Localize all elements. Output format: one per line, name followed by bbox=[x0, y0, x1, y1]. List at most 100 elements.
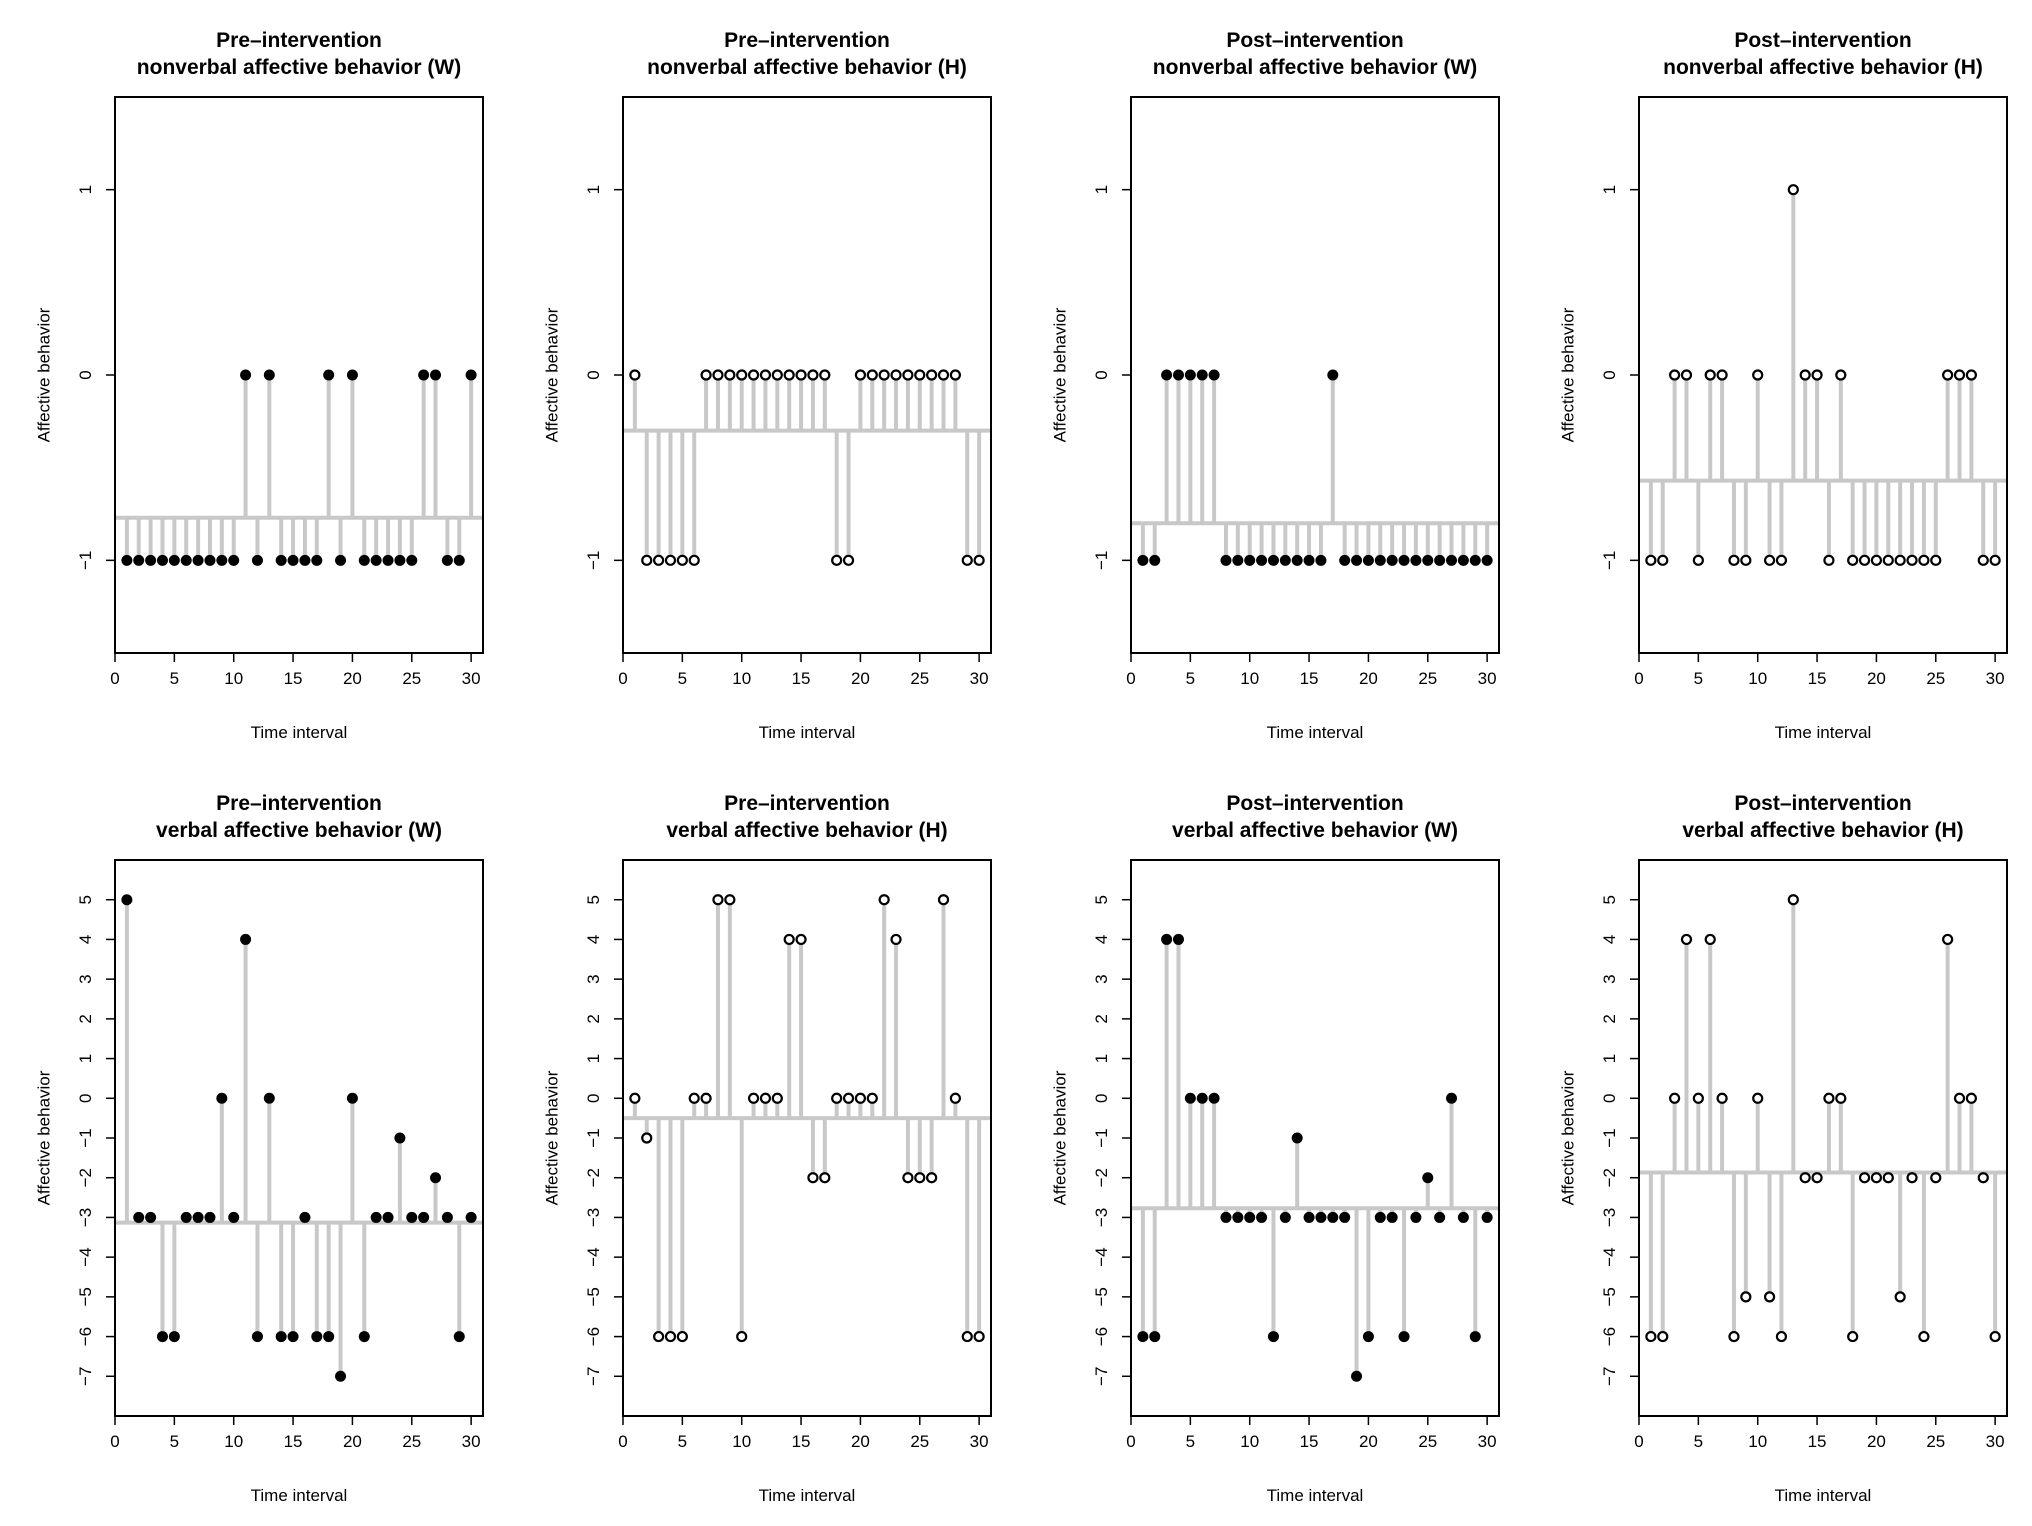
data-point-19 bbox=[335, 554, 347, 566]
chart-title-line-1: Pre–intervention bbox=[216, 29, 382, 52]
stems bbox=[1140, 939, 1490, 1377]
y-tick-label: 3 bbox=[76, 974, 95, 983]
y-tick-label: 0 bbox=[584, 1094, 603, 1103]
data-point-29 bbox=[1977, 1172, 1989, 1184]
data-point-27 bbox=[430, 1172, 442, 1184]
x-tick-label: 20 bbox=[343, 669, 362, 688]
data-point-20 bbox=[854, 1092, 867, 1104]
data-point-2 bbox=[1657, 1330, 1669, 1343]
data-point-18 bbox=[1339, 554, 1351, 566]
data-point-9 bbox=[216, 554, 228, 566]
x-axis-label: Time interval bbox=[251, 723, 348, 742]
chart-title-line-2: nonverbal affective behavior (H) bbox=[647, 56, 967, 79]
y-tick-label: 1 bbox=[1600, 1054, 1619, 1063]
data-point-28 bbox=[441, 554, 453, 566]
x-tick-label: 15 bbox=[1300, 1432, 1319, 1451]
data-point-23 bbox=[1398, 554, 1410, 566]
x-axis: 0 5 10 15 20 25 30 bbox=[1126, 1416, 1497, 1451]
x-tick-label: 25 bbox=[1418, 1432, 1437, 1451]
chart-panel-8: Post–intervention verbal affective behavi… bbox=[1558, 792, 2008, 1505]
x-axis: 0 5 10 15 20 25 30 bbox=[110, 653, 481, 688]
data-point-20 bbox=[1870, 1172, 1883, 1184]
data-point-1 bbox=[121, 554, 133, 566]
data-point-7 bbox=[1208, 369, 1220, 381]
y-tick-label: −7 bbox=[1092, 1367, 1111, 1386]
y-tick-label: 5 bbox=[1092, 895, 1111, 904]
data-point-8 bbox=[712, 369, 724, 381]
y-tick-label: 1 bbox=[584, 1054, 603, 1063]
data-point-17 bbox=[1327, 1211, 1339, 1223]
data-point-26 bbox=[1942, 933, 1954, 946]
x-tick-label: 5 bbox=[1186, 1432, 1195, 1451]
x-tick-label: 15 bbox=[1808, 1432, 1827, 1451]
data-point-12 bbox=[1267, 554, 1279, 566]
chart-panel-2: Pre–intervention nonverbal affective beha… bbox=[542, 29, 992, 742]
data-point-29 bbox=[453, 554, 465, 566]
data-point-17 bbox=[311, 1331, 323, 1343]
data-point-19 bbox=[1351, 1370, 1363, 1382]
data-point-16 bbox=[807, 369, 819, 381]
y-tick-label: −1 bbox=[584, 551, 603, 570]
y-tick-label: −2 bbox=[76, 1168, 95, 1187]
y-axis: −7 −6 −5 −4 −3 −2 −1 0 1 2 3 4 5 bbox=[1092, 895, 1131, 1386]
data-point-13 bbox=[1787, 894, 1799, 906]
data-point-7 bbox=[1716, 369, 1728, 381]
data-point-23 bbox=[1906, 554, 1918, 566]
data-point-12 bbox=[1775, 1330, 1788, 1343]
data-point-10 bbox=[1752, 1092, 1764, 1104]
y-axis: −1 0 1 bbox=[76, 185, 115, 570]
data-point-28 bbox=[1457, 554, 1469, 566]
x-axis: 0 5 10 15 20 25 30 bbox=[618, 653, 989, 688]
x-tick-label: 25 bbox=[402, 1432, 421, 1451]
data-point-29 bbox=[1469, 1331, 1481, 1343]
markers bbox=[1645, 184, 2001, 566]
x-axis: 0 5 10 15 20 25 30 bbox=[1126, 653, 1497, 688]
data-point-4 bbox=[664, 554, 677, 566]
stems bbox=[1648, 189, 1998, 561]
chart-panel-4: Post–intervention nonverbal affective beh… bbox=[1558, 29, 2008, 742]
x-tick-label: 30 bbox=[462, 669, 481, 688]
data-point-27 bbox=[1953, 369, 1966, 381]
data-point-23 bbox=[382, 1211, 394, 1223]
data-point-12 bbox=[1267, 1331, 1279, 1343]
y-tick-label: 4 bbox=[1092, 935, 1111, 944]
y-tick-label: −3 bbox=[1092, 1208, 1111, 1227]
data-point-5 bbox=[1184, 1092, 1196, 1104]
y-axis-label: Affective behavior bbox=[1558, 1070, 1577, 1205]
data-point-25 bbox=[406, 1211, 418, 1223]
markers bbox=[629, 369, 985, 566]
data-point-14 bbox=[1291, 554, 1303, 566]
data-point-12 bbox=[1775, 554, 1788, 566]
data-point-21 bbox=[1882, 554, 1894, 566]
y-tick-label: −7 bbox=[76, 1367, 95, 1386]
chart-panel-7: Post–intervention verbal affective behavi… bbox=[1050, 792, 1500, 1505]
data-point-21 bbox=[866, 369, 878, 381]
y-tick-label: −1 bbox=[76, 1128, 95, 1147]
y-tick-label: −4 bbox=[1092, 1247, 1111, 1266]
data-point-1 bbox=[1137, 554, 1149, 566]
y-tick-label: −2 bbox=[1092, 1168, 1111, 1187]
data-point-23 bbox=[1398, 1331, 1410, 1343]
data-point-24 bbox=[902, 1172, 914, 1184]
stems bbox=[632, 375, 982, 561]
data-point-6 bbox=[1704, 369, 1716, 381]
markers bbox=[1645, 894, 2001, 1343]
chart-title-line-1: Pre–intervention bbox=[216, 792, 382, 815]
x-tick-label: 5 bbox=[170, 1432, 179, 1451]
y-tick-label: 4 bbox=[584, 935, 603, 944]
data-point-16 bbox=[1315, 554, 1327, 566]
data-point-5 bbox=[676, 1330, 688, 1343]
data-point-24 bbox=[1918, 554, 1930, 566]
data-point-20 bbox=[1362, 554, 1374, 566]
x-tick-label: 0 bbox=[110, 1432, 119, 1451]
y-axis-label: Affective behavior bbox=[1050, 1070, 1069, 1205]
y-axis: −7 −6 −5 −4 −3 −2 −1 0 1 2 3 4 5 bbox=[1600, 895, 1639, 1386]
y-tick-label: −5 bbox=[1600, 1287, 1619, 1306]
data-point-22 bbox=[1894, 1291, 1906, 1303]
data-point-14 bbox=[783, 933, 795, 946]
data-point-15 bbox=[795, 369, 807, 381]
y-tick-label: −6 bbox=[76, 1327, 95, 1346]
data-point-15 bbox=[1303, 554, 1315, 566]
chart-title-line-2: nonverbal affective behavior (H) bbox=[1663, 56, 1983, 79]
y-axis: −1 0 1 bbox=[584, 185, 623, 570]
